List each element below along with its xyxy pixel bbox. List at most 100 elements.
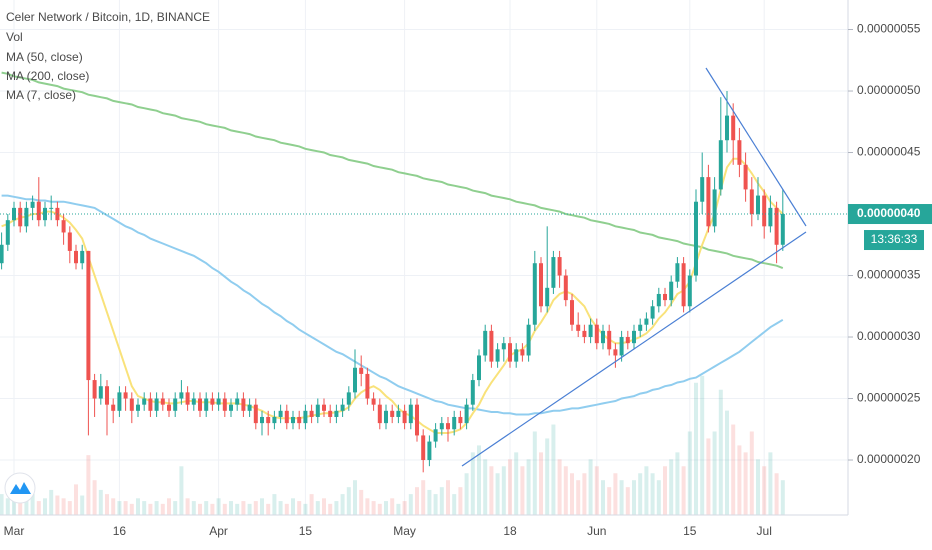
candle-body [613,349,618,356]
volume-bar [297,501,302,515]
candle-body [477,355,481,381]
volume-bar [663,466,667,515]
volume-bar [656,480,661,515]
candle-body [408,404,413,424]
volume-bar [539,452,543,515]
candle-body [129,398,134,411]
volume-bar [204,501,209,515]
trend-line [461,231,807,467]
candle-body [588,324,593,338]
volume-bar [439,487,444,515]
legend-entry: MA (7, close) [6,88,76,102]
volume-bar [489,466,494,515]
candle-body [526,324,531,356]
candle-body [520,349,525,356]
volume-bar [49,489,54,515]
x-tick-label: 15 [299,524,313,538]
volume-bar [477,445,481,515]
volume-bar [86,455,91,515]
candle-body [396,410,401,417]
candle-body [142,398,147,405]
candle-body [718,140,723,190]
candle-body [160,398,165,405]
candle-body [266,416,271,424]
volume-bar [632,480,636,515]
candle-body [700,177,705,202]
x-tick-label: 15 [683,524,697,538]
volume-bar [452,494,457,515]
volume-bar [694,382,698,515]
candle-body [235,398,240,405]
volume-bar [725,410,729,515]
volume-bar [278,501,283,515]
volume-bar [67,501,72,515]
candle-body [384,410,388,424]
candle-body [495,349,500,362]
volume-bar [322,498,326,515]
candle-body [346,392,351,405]
volume-bar [191,501,196,515]
candle-body [545,287,550,307]
candle-body [260,416,264,424]
candle-body [253,404,258,424]
candle-body [136,404,140,411]
legend-entry: MA (200, close) [6,69,89,83]
candle-body [30,201,35,208]
volume-bar [681,466,686,515]
volume-bar [780,480,785,515]
volume-bar [427,489,432,515]
volume-bar [421,480,426,515]
candle-body [607,330,612,350]
volume-bar [160,503,165,515]
candle-body [74,250,78,264]
candle-body [167,404,171,411]
candle-body [105,386,109,405]
volume-bar [619,480,624,515]
candle-body [464,404,469,424]
volume-bar [644,466,649,515]
candle-body [117,392,122,411]
candle-body [687,275,692,307]
candle-body [452,416,457,430]
volume-bar [601,480,605,515]
candle-body [5,220,10,245]
candle-body [18,207,23,227]
candle-body [247,404,252,411]
volume-bar [402,501,407,515]
chart-title: Celer Network / Bitcoin, 1D, BINANCE [6,10,210,24]
legend-entry: MA (50, close) [6,50,83,64]
candle-body [415,404,419,436]
x-tick-label: Apr [209,524,228,538]
volume-bar [576,480,581,515]
candle-body [278,410,283,417]
ma-line [1,194,784,416]
volume-bar [731,424,736,515]
ma-line [1,71,784,270]
candle-body [644,318,649,325]
volume-bar [303,503,308,515]
candle-body [563,275,568,301]
candle-body [229,404,233,411]
candle-body [576,324,581,331]
candle-body [377,404,382,424]
candle-body [458,416,463,424]
volume-bar [390,498,395,515]
volume-bar [291,498,295,515]
volume-bar [501,466,506,515]
candle-body [557,257,562,276]
candle-body [353,367,357,393]
volume-bar [129,503,134,515]
candle-body [514,349,519,362]
volume-bar [669,459,674,515]
volume-bar [98,489,103,515]
candle-body [173,398,178,411]
legend-entry: Vol [6,30,23,44]
candle-body [638,324,643,331]
candle-body [390,410,395,417]
countdown: 13:36:33 [871,232,918,246]
volume-bar [18,498,23,515]
volume-bar [588,459,593,515]
logo[interactable] [4,472,36,504]
candle-body [501,343,506,350]
volume-bar [371,501,376,515]
